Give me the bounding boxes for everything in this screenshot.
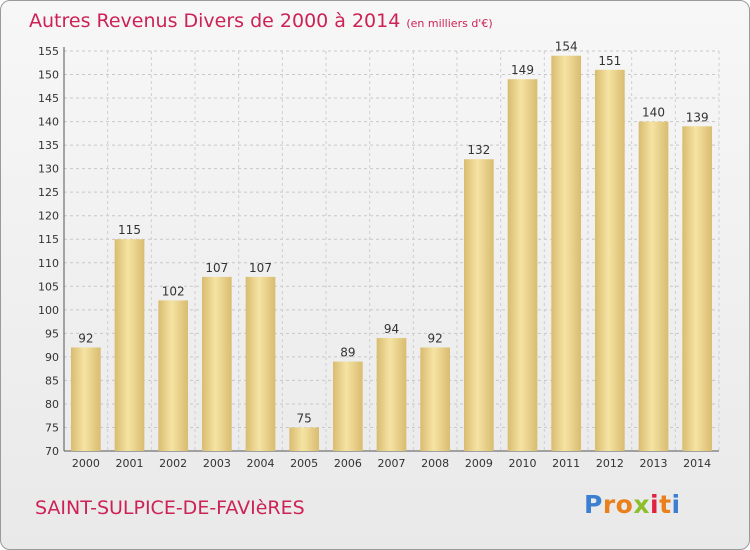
tick-labels: 70 75 80 85 90 95 100 105 110 115 120 125 130 135 140 1… [38, 45, 711, 470]
x-tick-label: 2014 [683, 457, 711, 470]
x-tick-label: 2011 [552, 457, 580, 470]
data-label: 89 [340, 346, 355, 360]
data-label: 107 [205, 261, 228, 275]
data-label: 92 [78, 331, 93, 345]
commune-name: SAINT-SULPICE-DE-FAVIèRES [35, 497, 305, 519]
x-tick-label: 2013 [640, 457, 668, 470]
proxiti-logo: Proxiti [584, 490, 681, 519]
x-tick-label: 2002 [159, 457, 187, 470]
y-tick-label: 145 [38, 92, 59, 105]
x-tick-label: 2007 [378, 457, 406, 470]
data-label: 149 [511, 63, 534, 77]
y-tick-label: 150 [38, 69, 59, 82]
x-tick-label: 2000 [72, 457, 100, 470]
data-labels: 92 115 102 107 107 75 89 94 92 132 149 154 151 140 139 [78, 40, 708, 426]
y-tick-label: 140 [38, 116, 59, 129]
data-label: 102 [162, 284, 185, 298]
chart-title: Autres Revenus Divers de 2000 à 2014 (en … [29, 10, 493, 32]
bar [376, 338, 407, 451]
unit-label: (en milliers d'€) [406, 17, 493, 30]
data-label: 139 [686, 110, 709, 124]
y-tick-label: 75 [45, 421, 59, 434]
y-tick-label: 135 [38, 139, 59, 152]
bar [507, 79, 538, 451]
title-text: Autres Revenus Divers de 2000 à 2014 [29, 10, 401, 32]
y-tick-label: 95 [45, 327, 59, 340]
logo-letter: i [671, 490, 681, 519]
y-tick-label: 80 [45, 398, 59, 411]
y-tick-label: 90 [45, 351, 59, 364]
data-label: 151 [598, 54, 621, 68]
y-tick-label: 85 [45, 374, 59, 387]
logo-letter: i [650, 490, 660, 519]
x-tick-label: 2003 [203, 457, 231, 470]
x-tick-label: 2005 [290, 457, 318, 470]
data-label: 115 [118, 223, 141, 237]
y-tick-label: 100 [38, 304, 59, 317]
logo-letter: x [633, 490, 650, 519]
y-tick-label: 120 [38, 210, 59, 223]
logo-letter: r [602, 490, 616, 519]
data-label: 154 [555, 40, 578, 54]
bar [463, 159, 494, 451]
y-tick-label: 105 [38, 280, 59, 293]
bar [551, 55, 582, 452]
y-tick-label: 115 [38, 233, 59, 246]
bar [201, 276, 232, 451]
data-label: 75 [297, 411, 312, 425]
bar [332, 361, 363, 451]
data-label: 107 [249, 261, 272, 275]
bar [245, 276, 276, 451]
y-tick-label: 110 [38, 257, 59, 270]
bar [289, 427, 320, 451]
data-label: 92 [428, 331, 443, 345]
x-tick-label: 2001 [116, 457, 144, 470]
logo-letter: o [615, 490, 634, 519]
x-tick-label: 2009 [465, 457, 493, 470]
y-tick-label: 155 [38, 45, 59, 58]
bars [70, 55, 713, 452]
x-tick-label: 2006 [334, 457, 362, 470]
x-tick-label: 2010 [509, 457, 537, 470]
data-label: 94 [384, 322, 399, 336]
y-tick-label: 125 [38, 186, 59, 199]
bar [114, 239, 145, 451]
bar [682, 126, 713, 451]
y-tick-label: 130 [38, 163, 59, 176]
data-label: 140 [642, 106, 665, 120]
bar [420, 347, 451, 451]
x-tick-label: 2008 [421, 457, 449, 470]
x-tick-label: 2004 [247, 457, 275, 470]
logo-letter: t [659, 490, 672, 519]
bar [638, 121, 669, 452]
x-tick-label: 2012 [596, 457, 624, 470]
data-label: 132 [467, 143, 490, 157]
bar [594, 69, 625, 451]
logo-letter: P [584, 490, 603, 519]
bar [158, 300, 189, 451]
bar [70, 347, 101, 451]
y-tick-label: 70 [45, 445, 59, 458]
